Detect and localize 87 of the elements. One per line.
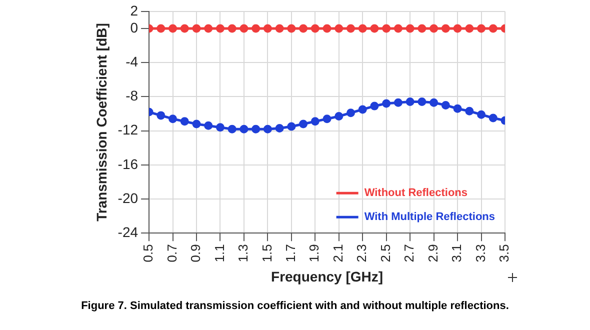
x-tick-label: 0.9 — [188, 244, 204, 262]
point — [275, 24, 284, 33]
point — [418, 24, 426, 33]
point — [430, 98, 438, 107]
y-tick-label: 0 — [130, 19, 138, 36]
point — [263, 124, 272, 134]
x-tick-label: 1.7 — [283, 244, 298, 262]
point — [465, 24, 474, 33]
x-tick-label: 2.7 — [402, 244, 417, 262]
x-tick-label: 1.9 — [306, 244, 322, 262]
point — [346, 108, 355, 118]
point — [370, 102, 379, 110]
y-tick-label: -12 — [118, 122, 138, 138]
point — [477, 24, 486, 33]
point — [156, 111, 166, 120]
point — [441, 24, 450, 33]
point — [216, 24, 224, 33]
y-axis-title: Transmission Coefficient [dB] — [93, 23, 110, 222]
point — [453, 104, 462, 113]
point — [394, 24, 402, 33]
x-tick-label: 2.5 — [378, 244, 393, 262]
point — [346, 24, 355, 33]
point — [382, 99, 391, 108]
point — [168, 114, 178, 124]
point — [287, 122, 296, 131]
point — [168, 24, 178, 33]
point — [310, 24, 320, 33]
y-tick-label: -4 — [126, 53, 138, 70]
point — [334, 112, 344, 121]
x-tick-label: 1.5 — [259, 244, 274, 262]
x-tick-label: 0.7 — [164, 244, 180, 262]
point — [418, 98, 426, 106]
point — [228, 24, 236, 33]
point — [240, 24, 248, 33]
point — [287, 24, 296, 33]
point — [180, 24, 189, 33]
point — [477, 110, 486, 119]
point — [252, 124, 260, 134]
point — [382, 24, 391, 33]
point — [370, 24, 379, 33]
x-tick-label: 3.1 — [449, 244, 464, 262]
x-tick-label: 2.9 — [425, 244, 440, 262]
point — [322, 114, 332, 124]
x-tick-label: 3.3 — [472, 244, 488, 262]
point — [275, 124, 284, 132]
legend-label: With Multiple Reflections — [364, 211, 496, 224]
point — [430, 24, 438, 33]
x-tick-label: 1.1 — [212, 244, 227, 262]
point — [263, 24, 272, 33]
point — [252, 24, 260, 33]
point — [240, 124, 248, 134]
point — [204, 121, 213, 130]
point — [180, 117, 189, 126]
point — [394, 98, 402, 107]
point — [299, 24, 308, 33]
point — [334, 24, 344, 33]
point — [228, 124, 236, 134]
point — [204, 24, 213, 33]
point — [406, 24, 414, 33]
point — [406, 98, 414, 106]
x-tick-label: 2.3 — [354, 244, 370, 262]
x-tick-label: 2.1 — [330, 244, 346, 262]
point — [192, 120, 201, 128]
legend-label: Without Reflections — [364, 187, 468, 200]
x-tick-label: 0.5 — [140, 244, 156, 262]
point — [488, 24, 498, 33]
point — [322, 24, 332, 33]
x-tick-label: 3.5 — [496, 244, 512, 262]
point — [488, 114, 498, 122]
point — [465, 106, 474, 116]
point — [358, 105, 367, 114]
point — [192, 24, 201, 33]
y-tick-label: -20 — [118, 190, 138, 206]
point — [299, 120, 308, 128]
y-tick-label: -16 — [118, 156, 138, 172]
point — [310, 117, 320, 126]
point — [453, 24, 462, 33]
y-tick-label: -24 — [118, 224, 138, 240]
point — [441, 100, 450, 110]
x-axis-title: Frequency [GHz] — [271, 268, 384, 284]
caption: Figure 7. Simulated transmission coefficient with and without multiple reflections. — [80, 300, 510, 312]
y-tick-label: 2 — [130, 2, 138, 18]
point — [216, 123, 224, 132]
y-tick-label: -8 — [126, 88, 138, 104]
point — [358, 24, 367, 33]
x-tick-label: 1.3 — [236, 244, 251, 262]
point — [156, 24, 166, 33]
